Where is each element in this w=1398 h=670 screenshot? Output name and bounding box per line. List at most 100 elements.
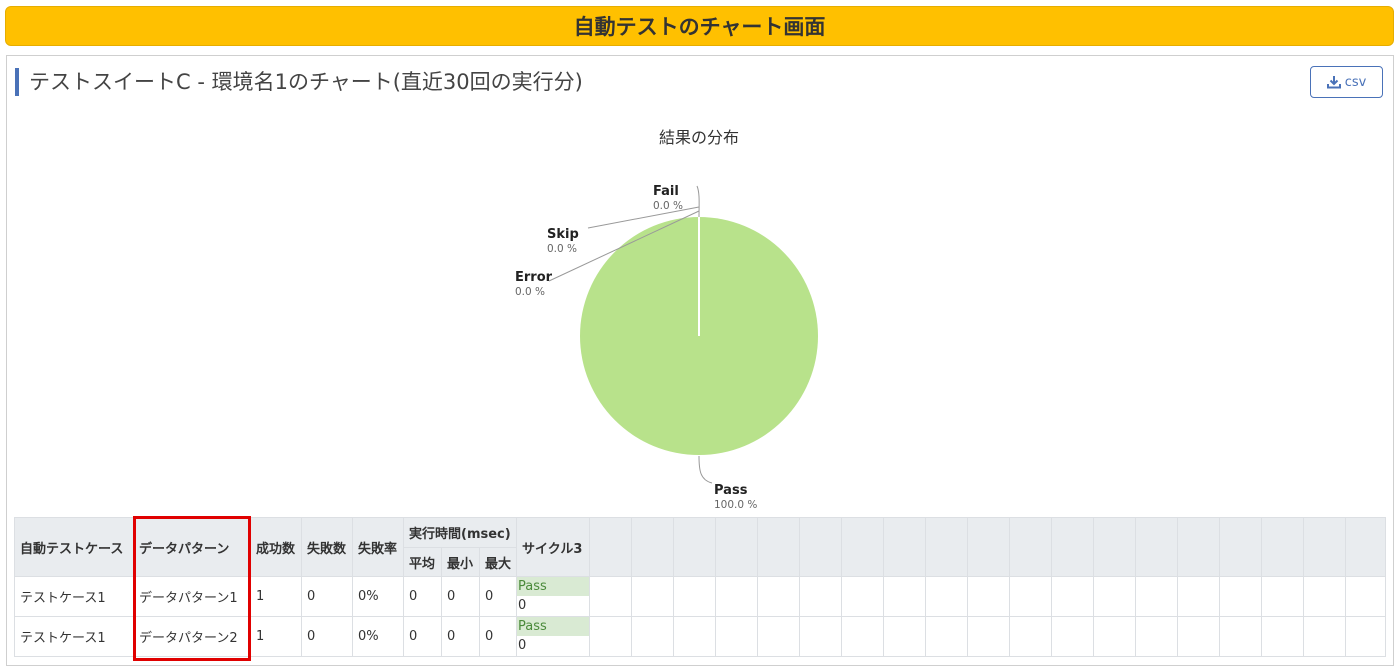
cell-avg-time: 0 bbox=[403, 616, 442, 657]
empty-cycle-cell bbox=[967, 576, 1011, 617]
empty-cycle-cell bbox=[715, 616, 759, 657]
table-row: テストケース1 データパターン1 1 0 0% 0 0 0 Pass 0 bbox=[14, 576, 1387, 617]
cell-cycle-result[interactable]: Pass 0 bbox=[516, 616, 591, 657]
pie-label-percent-pass: 100.0 % bbox=[714, 499, 757, 511]
empty-cycle-cell bbox=[799, 576, 843, 617]
header-min: 最小 bbox=[441, 547, 480, 577]
empty-cycle-cell bbox=[757, 576, 801, 617]
empty-cycle-cell bbox=[589, 616, 633, 657]
page-header-banner: 自動テストのチャート画面 bbox=[5, 6, 1394, 46]
header-cycle: サイクル3 bbox=[516, 517, 591, 577]
empty-cycle-cell bbox=[1051, 616, 1095, 657]
header-empty-cell bbox=[799, 517, 843, 577]
header-empty-cell bbox=[1093, 517, 1137, 577]
table-row: テストケース1 データパターン2 1 0 0% 0 0 0 Pass 0 bbox=[14, 616, 1387, 657]
results-table: 自動テストケース データパターン 成功数 失敗数 失敗率 実行時間(msec) … bbox=[14, 517, 1387, 657]
header-empty-cell bbox=[1345, 517, 1387, 577]
empty-cycle-cell bbox=[925, 576, 969, 617]
label-connector-error bbox=[548, 210, 700, 282]
page-header-title: 自動テストのチャート画面 bbox=[573, 15, 826, 39]
cell-success-count: 1 bbox=[250, 616, 302, 657]
empty-cycle-cell bbox=[883, 616, 927, 657]
cell-cycle-result[interactable]: Pass 0 bbox=[516, 576, 591, 617]
header-success-count: 成功数 bbox=[250, 517, 302, 577]
chart-title: 結果の分布 bbox=[658, 128, 739, 147]
header-empty-cell bbox=[841, 517, 885, 577]
empty-cycle-cell bbox=[1009, 576, 1053, 617]
pie-label-name-fail: Fail bbox=[653, 184, 679, 199]
header-empty-cell bbox=[589, 517, 633, 577]
pie-label-name-error: Error bbox=[515, 270, 553, 285]
header-failure-count: 失敗数 bbox=[301, 517, 353, 577]
cell-min-time: 0 bbox=[441, 576, 480, 617]
cell-failure-rate: 0% bbox=[352, 616, 404, 657]
header-empty-cell bbox=[1009, 517, 1053, 577]
header-empty-cell bbox=[1261, 517, 1305, 577]
header-empty-cell bbox=[757, 517, 801, 577]
cell-failure-count: 0 bbox=[301, 616, 353, 657]
empty-cycle-cell bbox=[1177, 616, 1221, 657]
empty-cycle-cell bbox=[841, 616, 885, 657]
empty-cycle-cell bbox=[1303, 616, 1347, 657]
csv-button-label: csv bbox=[1344, 74, 1367, 90]
panel-title: テストスイートC - 環境名1のチャート(直近30回の実行分) bbox=[15, 68, 583, 96]
empty-cycle-cell bbox=[1345, 576, 1387, 617]
csv-download-button[interactable]: csv bbox=[1310, 66, 1383, 98]
label-connector-fail bbox=[696, 185, 700, 218]
header-failure-rate: 失敗率 bbox=[352, 517, 404, 577]
cycle-value: 0 bbox=[518, 638, 527, 653]
header-exec-time: 実行時間(msec) bbox=[402, 517, 518, 548]
pie-label-name-pass: Pass bbox=[714, 483, 748, 498]
cell-max-time: 0 bbox=[478, 616, 518, 657]
empty-cycle-cell bbox=[883, 576, 927, 617]
empty-cycle-cell bbox=[925, 616, 969, 657]
cell-test-case: テストケース1 bbox=[14, 576, 134, 617]
empty-cycle-cell bbox=[1093, 576, 1137, 617]
empty-cycle-cell bbox=[1261, 576, 1305, 617]
cycle-status-badge: Pass bbox=[517, 577, 589, 596]
header-data-pattern: データパターン bbox=[133, 517, 251, 577]
pie-label-percent-error: 0.0 % bbox=[515, 286, 545, 298]
empty-cycle-cell bbox=[799, 616, 843, 657]
table-subheader-row: 平均 最小 最大 bbox=[15, 547, 1386, 577]
empty-cycle-cell bbox=[1219, 576, 1263, 617]
header-empty-cell bbox=[673, 517, 717, 577]
cell-success-count: 1 bbox=[250, 576, 302, 617]
header-empty-cell bbox=[883, 517, 927, 577]
empty-cycle-cell bbox=[631, 616, 675, 657]
empty-cycle-cell bbox=[673, 616, 717, 657]
pie-label-name-skip: Skip bbox=[547, 227, 579, 242]
empty-cycle-cell bbox=[1093, 616, 1137, 657]
cell-test-case: テストケース1 bbox=[14, 616, 134, 657]
empty-cycle-cell bbox=[841, 576, 885, 617]
pie-label-percent-fail: 0.0 % bbox=[653, 200, 683, 212]
cycle-status-badge: Pass bbox=[517, 617, 589, 636]
empty-cycle-cell bbox=[1261, 616, 1305, 657]
empty-cycle-cell bbox=[1219, 616, 1263, 657]
table-header-row: 自動テストケース データパターン 成功数 失敗数 失敗率 実行時間(msec) … bbox=[14, 517, 1387, 577]
cell-failure-rate: 0% bbox=[352, 576, 404, 617]
empty-cycle-cell bbox=[715, 576, 759, 617]
cell-min-time: 0 bbox=[441, 616, 480, 657]
download-icon bbox=[1326, 75, 1341, 89]
header-test-case: 自動テストケース bbox=[14, 517, 134, 577]
empty-cycle-cell bbox=[1345, 616, 1387, 657]
label-connector-pass bbox=[698, 455, 713, 484]
header-empty-cell bbox=[715, 517, 759, 577]
cell-data-pattern: データパターン1 bbox=[133, 576, 251, 617]
empty-cycle-cell bbox=[1135, 616, 1179, 657]
header-max: 最大 bbox=[478, 547, 518, 577]
empty-cycle-cell bbox=[1051, 576, 1095, 617]
header-empty-cell bbox=[925, 517, 969, 577]
header-empty-cell bbox=[967, 517, 1011, 577]
empty-cycle-cell bbox=[589, 576, 633, 617]
empty-cycle-cell bbox=[757, 616, 801, 657]
empty-cycle-cell bbox=[1009, 616, 1053, 657]
header-empty-cell bbox=[1051, 517, 1095, 577]
cell-data-pattern: データパターン2 bbox=[133, 616, 251, 657]
empty-cycle-cell bbox=[673, 576, 717, 617]
header-avg: 平均 bbox=[403, 547, 442, 577]
label-connector-skip bbox=[587, 206, 700, 229]
cycle-value: 0 bbox=[518, 598, 527, 613]
